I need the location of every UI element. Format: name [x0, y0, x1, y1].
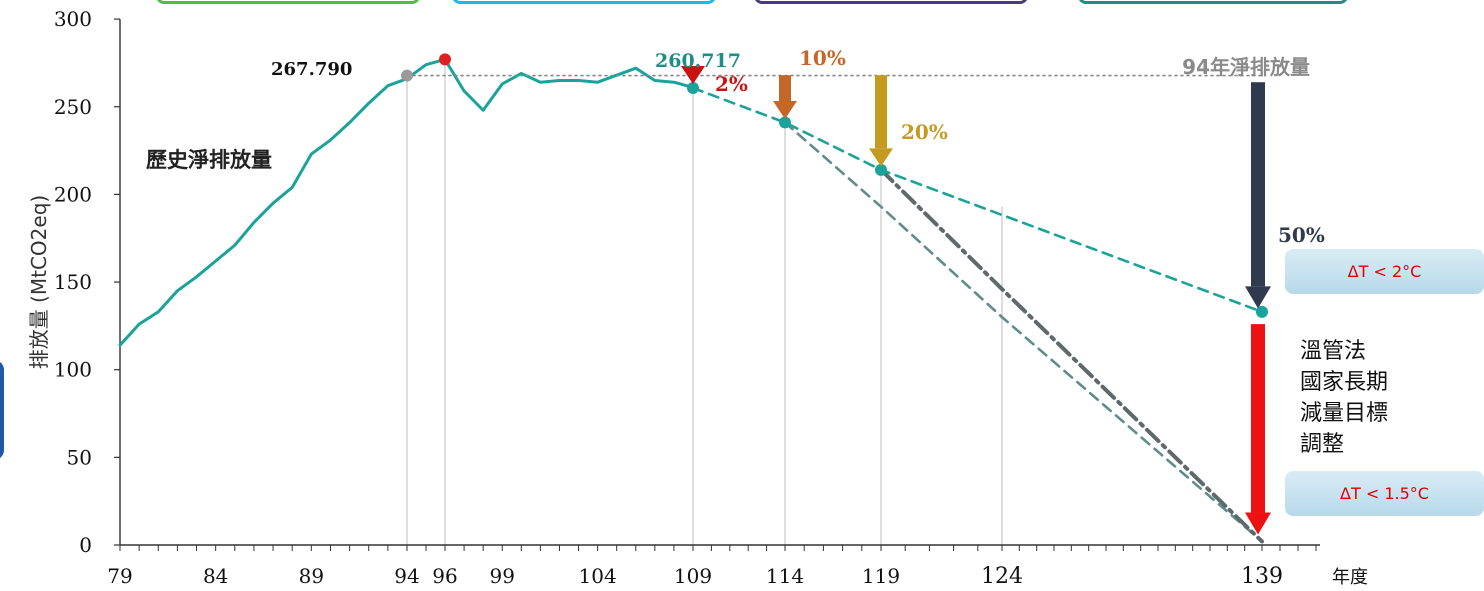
value-label-109: 260.717 — [655, 50, 741, 72]
x-tick-label-114: 114 — [766, 564, 804, 588]
policy-line-1: 溫管法 — [1300, 339, 1367, 364]
x-tick-label-104: 104 — [579, 564, 617, 588]
delta-2c-text: ΔT < 2°C — [1347, 262, 1422, 281]
value-label-94: 267.790 — [271, 59, 352, 80]
y-tick-label-150: 150 — [54, 270, 92, 294]
y-axis-title: 排放量 (MtCO2eq) — [27, 195, 51, 370]
reduction-arrow-head-3 — [1245, 286, 1271, 309]
reduction-label-2%: 2% — [715, 72, 748, 96]
data-point-109 — [687, 81, 699, 94]
data-point-96 — [439, 53, 451, 66]
y-tick-label-100: 100 — [54, 358, 92, 382]
y-tick-label-50: 50 — [67, 445, 92, 469]
y-tick-label-200: 200 — [54, 182, 92, 206]
policy-line-3: 減量目標 — [1300, 401, 1389, 426]
x-tick-label-79: 79 — [107, 564, 132, 588]
reduction-arrow-head-4 — [1245, 512, 1271, 535]
y-tick-label-250: 250 — [54, 95, 92, 119]
policy-line-2: 國家長期 — [1300, 370, 1389, 395]
side-tab[interactable] — [0, 360, 4, 460]
policy-line-4: 調整 — [1300, 432, 1345, 457]
delta-15c-text: ΔT < 1.5°C — [1340, 484, 1429, 503]
delta-15c-callout: ΔT < 1.5°C — [1285, 471, 1484, 516]
reduction-arrow-head-0 — [681, 65, 705, 84]
x-axis-title: 年度 — [1332, 567, 1368, 588]
data-point-119 — [875, 163, 887, 176]
policy-adjustment-note: 溫管法 國家長期 減量目標 調整 — [1300, 336, 1420, 460]
reduction-arrow-head-2 — [869, 148, 893, 167]
data-point-94 — [401, 69, 413, 82]
x-tick-label-96: 96 — [432, 564, 457, 588]
series-line-2 — [783, 121, 1264, 543]
reduction-label-10%: 10% — [799, 46, 846, 70]
data-point-114 — [779, 116, 791, 129]
x-tick-label-119: 119 — [862, 564, 900, 588]
x-tick-label-139: 139 — [1241, 564, 1283, 589]
reduction-arrow-shaft-3 — [1251, 82, 1265, 287]
x-tick-label-84: 84 — [203, 564, 228, 588]
reduction-arrow-shaft-4 — [1251, 324, 1265, 513]
x-tick-label-99: 99 — [490, 564, 515, 588]
x-tick-label-89: 89 — [299, 564, 324, 588]
reduction-arrow-head-1 — [773, 101, 797, 120]
y-tick-label-300: 300 — [54, 7, 92, 31]
reduction-arrow-shaft-2 — [875, 75, 887, 149]
delta-2c-callout: ΔT < 2°C — [1285, 249, 1484, 294]
history-series-label: 歷史淨排放量 — [146, 148, 272, 172]
data-point-139 — [1256, 305, 1268, 318]
x-tick-label-124: 124 — [981, 564, 1023, 589]
reduction-arrow-shaft-1 — [779, 75, 791, 102]
series-line-1 — [691, 86, 1264, 314]
series-line-3 — [879, 167, 1264, 544]
reduction-label-50%: 50% — [1278, 223, 1325, 247]
y-tick-label-0: 0 — [79, 533, 92, 557]
x-tick-label-109: 109 — [674, 564, 712, 588]
x-tick-label-94: 94 — [394, 564, 419, 588]
reduction-label-20%: 20% — [901, 120, 948, 144]
baseline-label: 94年淨排放量 — [1182, 55, 1310, 79]
